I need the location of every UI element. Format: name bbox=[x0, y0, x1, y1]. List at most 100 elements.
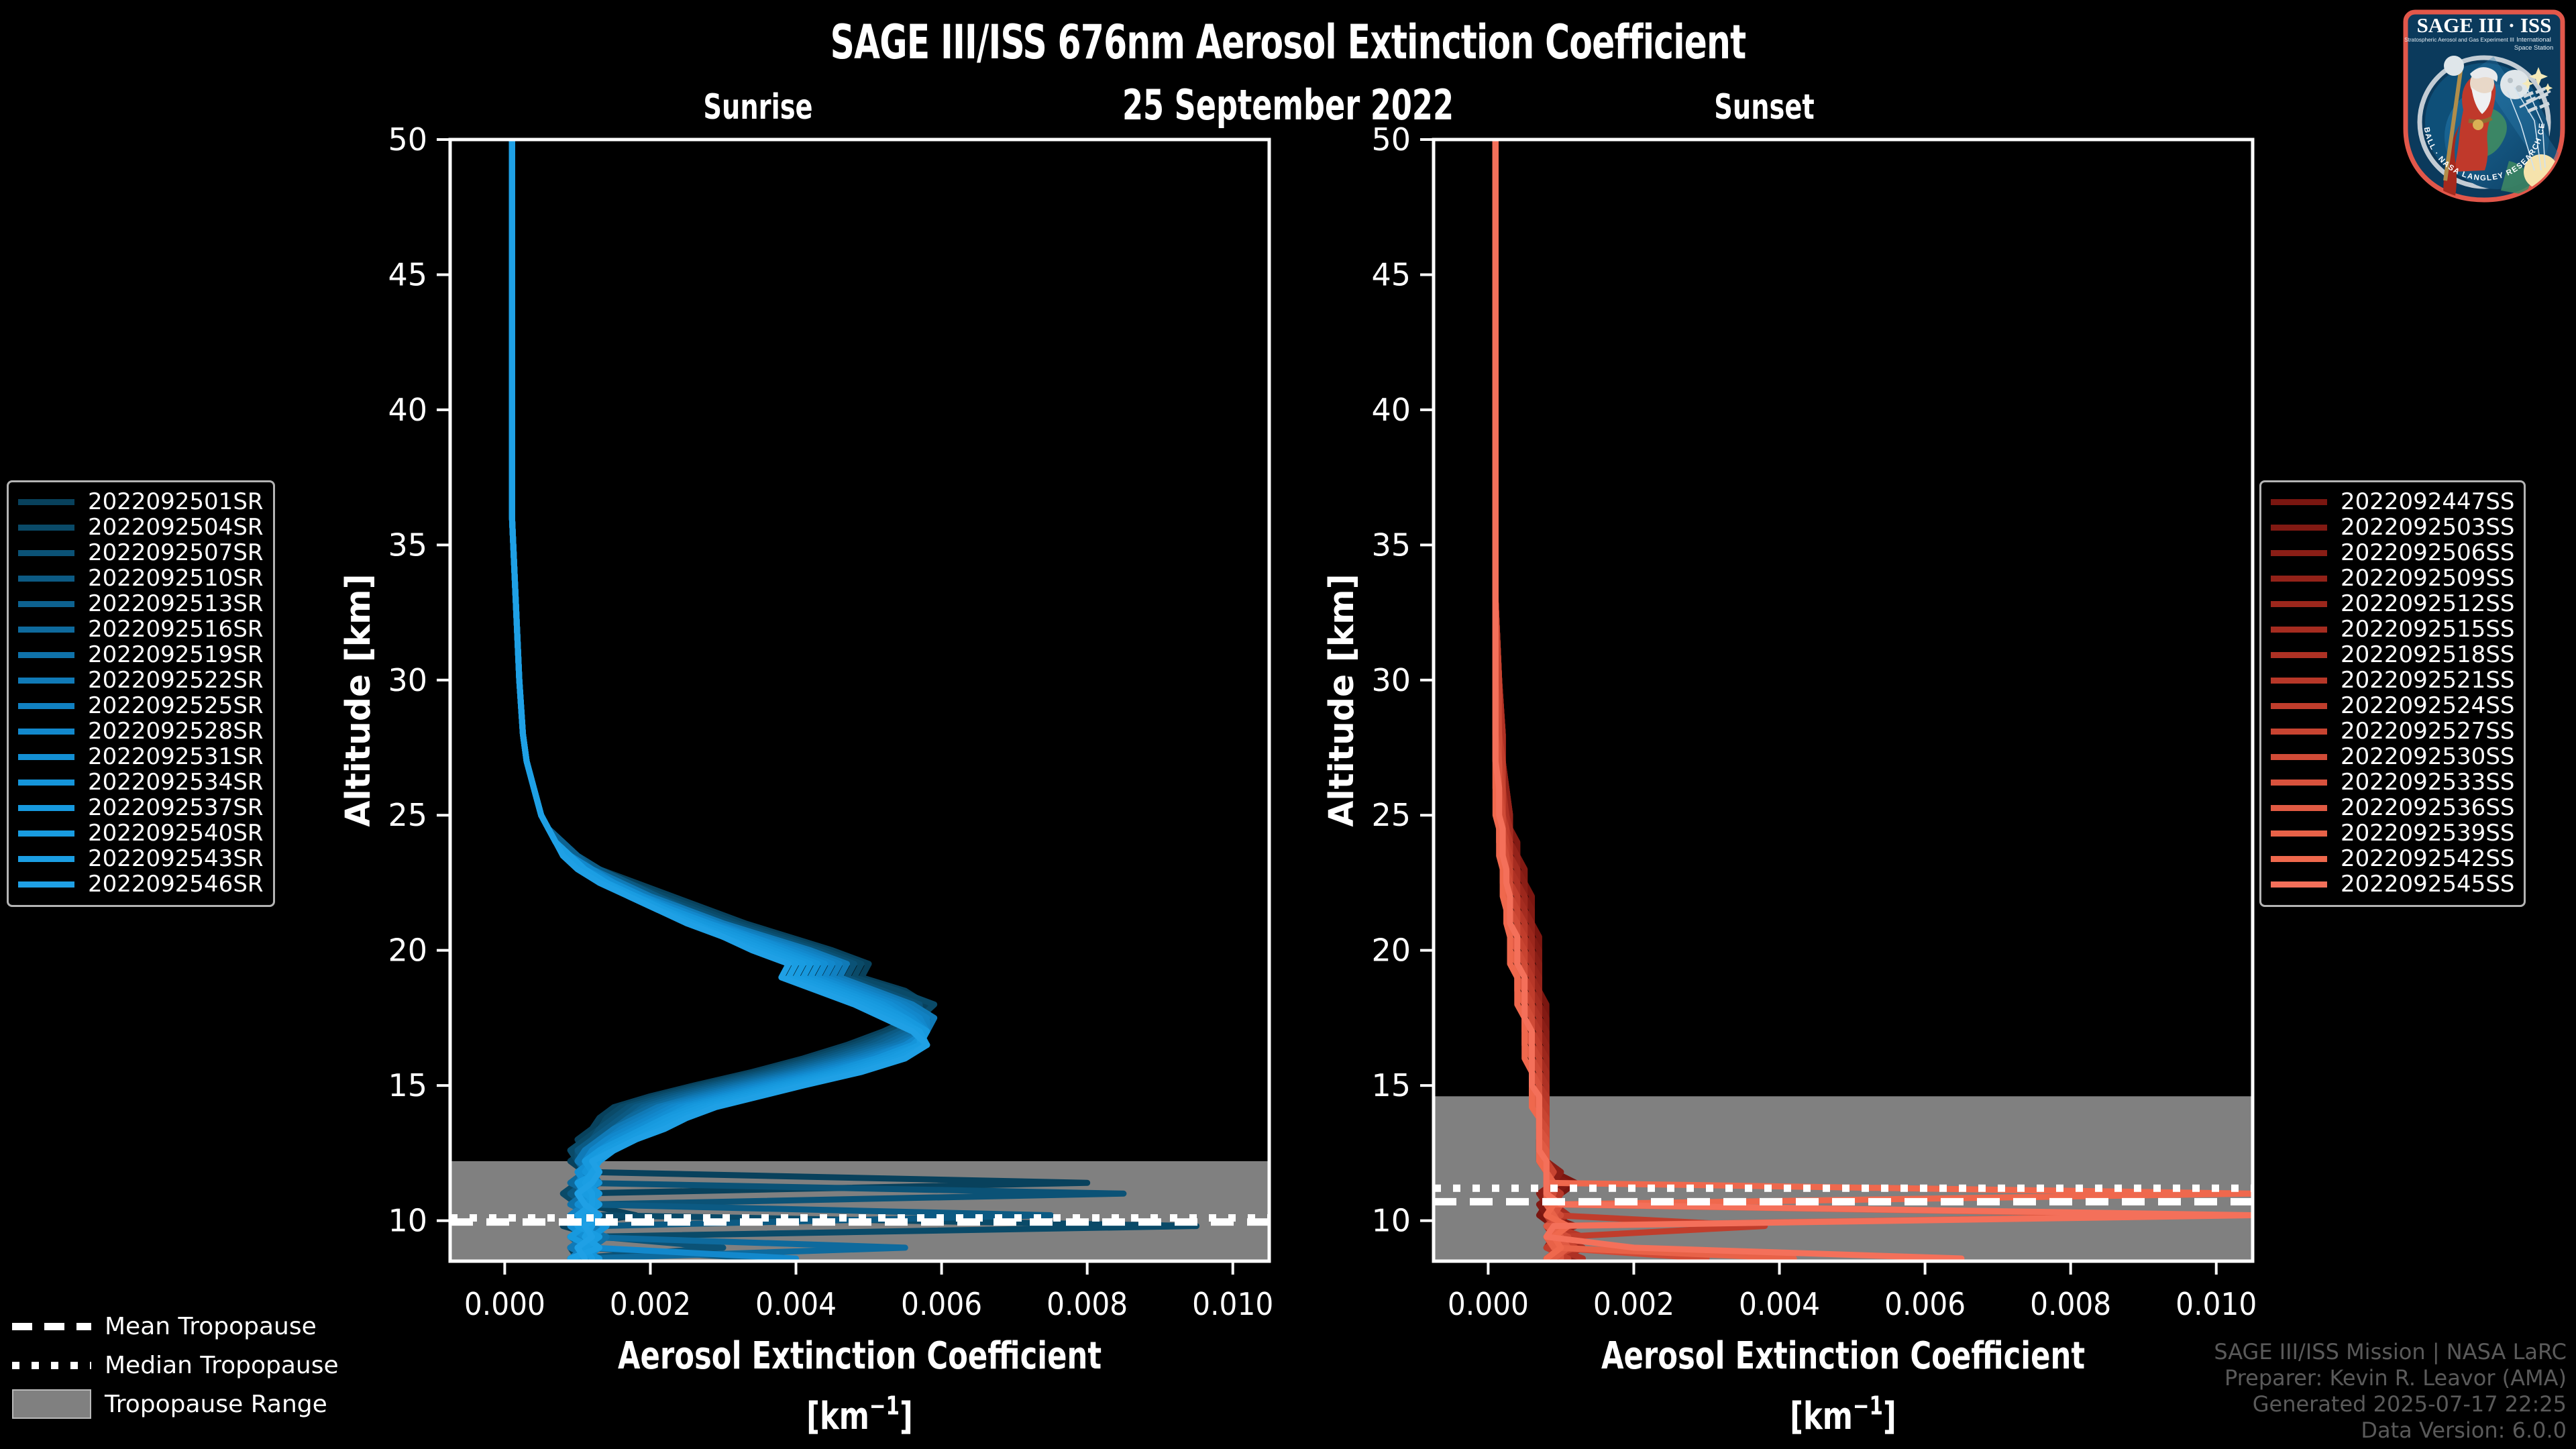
legend-event-label: 2022092506SS bbox=[2341, 539, 2515, 566]
legend-label-median: Median Tropopause bbox=[105, 1351, 339, 1379]
legend-event-label: 2022092516SR bbox=[88, 616, 264, 643]
legend-event-label: 2022092447SS bbox=[2341, 488, 2515, 515]
panel-frame bbox=[1432, 138, 2255, 1263]
y-tick-label: 20 bbox=[388, 932, 427, 969]
legend-item: 2022092519SR bbox=[18, 641, 264, 668]
legend-event-label: 2022092507SR bbox=[88, 539, 264, 566]
legend-item: 2022092531SR bbox=[18, 743, 264, 770]
legend-event-label: 2022092522SR bbox=[88, 667, 264, 694]
legend-item: 2022092521SS bbox=[2271, 667, 2515, 694]
legend-event-label: 2022092521SS bbox=[2341, 667, 2515, 694]
legend-item: 2022092510SR bbox=[18, 565, 264, 592]
y-tick-label: 50 bbox=[1371, 121, 1411, 158]
legend-color-swatch bbox=[18, 600, 88, 607]
legend-color-swatch bbox=[2271, 524, 2341, 531]
legend-item: 2022092447SS bbox=[2271, 488, 2515, 515]
legend-item: 2022092525SR bbox=[18, 692, 264, 719]
y-tick-label: 20 bbox=[1371, 932, 1411, 969]
legend-event-label: 2022092509SS bbox=[2341, 565, 2515, 592]
y-axis-title: Altitude [km] bbox=[339, 574, 378, 826]
panel-background bbox=[1434, 140, 2253, 1261]
legend-label-mean: Mean Tropopause bbox=[105, 1312, 317, 1340]
legend-event-label: 2022092524SS bbox=[2341, 692, 2515, 719]
legend-item-tropopause-range: Tropopause Range bbox=[12, 1385, 339, 1424]
credit-mission: SAGE III/ISS Mission | NASA LaRC bbox=[2214, 1338, 2567, 1364]
y-tick-label: 50 bbox=[388, 121, 427, 158]
legend-event-label: 2022092518SS bbox=[2341, 641, 2515, 668]
legend-item: 2022092533SS bbox=[2271, 769, 2515, 796]
legend-color-swatch bbox=[2271, 881, 2341, 888]
panel-sunrise bbox=[437, 138, 1271, 1275]
legend-event-label: 2022092512SS bbox=[2341, 590, 2515, 617]
legend-item: 2022092522SR bbox=[18, 667, 264, 694]
legend-color-swatch bbox=[18, 855, 88, 862]
x-tick-label: 0.002 bbox=[1593, 1287, 1674, 1322]
x-tick-label: 0.004 bbox=[755, 1287, 837, 1322]
panel-frame bbox=[448, 138, 1271, 1263]
legend-item: 2022092536SS bbox=[2271, 794, 2514, 821]
legend-item-mean-tropopause: Mean Tropopause bbox=[12, 1307, 339, 1346]
legend-event-label: 2022092501SR bbox=[88, 488, 264, 515]
legend-color-swatch bbox=[18, 881, 88, 888]
legend-color-swatch bbox=[2271, 855, 2341, 862]
legend-color-swatch bbox=[18, 804, 88, 811]
legend-event-label: 2022092527SS bbox=[2341, 718, 2515, 745]
legend-item: 2022092530SS bbox=[2271, 743, 2514, 770]
y-tick-label: 35 bbox=[1371, 527, 1411, 563]
legend-color-swatch bbox=[18, 830, 88, 837]
logo-title: SAGE III · ISS bbox=[2417, 13, 2552, 37]
date-subtitle: 25 September 2022 bbox=[1122, 80, 1454, 129]
y-tick-label: 40 bbox=[1371, 392, 1411, 428]
legend-item: 2022092546SR bbox=[18, 871, 264, 898]
legend-color-swatch bbox=[2271, 600, 2341, 607]
x-tick-label: 0.008 bbox=[2030, 1287, 2111, 1322]
legend-item: 2022092501SR bbox=[18, 488, 264, 515]
legend-event-label: 2022092525SR bbox=[88, 692, 264, 719]
legend-event-label: 2022092539SS bbox=[2341, 820, 2515, 847]
credit-data-version: Data Version: 6.0.0 bbox=[2361, 1417, 2567, 1443]
legend-item: 2022092527SS bbox=[2271, 718, 2515, 745]
y-tick-label: 25 bbox=[1371, 797, 1411, 833]
x-tick-label: 0.010 bbox=[2176, 1287, 2257, 1322]
legend-color-swatch bbox=[18, 626, 88, 633]
legend-event-label: 2022092534SR bbox=[88, 769, 264, 796]
profile-line bbox=[1492, 140, 2253, 1261]
figure-hair bbox=[2470, 67, 2498, 82]
figure-buckle bbox=[2473, 119, 2483, 130]
legend-color-swatch bbox=[2271, 830, 2341, 837]
legend-item: 2022092507SR bbox=[18, 539, 264, 566]
x-tick-label: 0.004 bbox=[1739, 1287, 1820, 1322]
iss-spacecraft bbox=[2519, 87, 2551, 113]
x-axis-title: Aerosol Extinction Coefficient bbox=[618, 1335, 1102, 1378]
legend-color-swatch bbox=[2271, 651, 2341, 658]
legend-color-swatch bbox=[2271, 728, 2341, 735]
legend-item: 2022092515SS bbox=[2271, 616, 2514, 643]
logo-subtitle-right-2: Space Station bbox=[2514, 44, 2553, 51]
staff-orb bbox=[2444, 56, 2464, 76]
legend-color-swatch bbox=[18, 524, 88, 531]
legend-event-label: 2022092533SS bbox=[2341, 769, 2515, 796]
y-tick-label: 45 bbox=[1371, 256, 1411, 292]
legend-color-swatch bbox=[18, 549, 88, 556]
series-group bbox=[1492, 140, 2253, 1261]
y-tick-label: 10 bbox=[1371, 1203, 1411, 1239]
credit-preparer: Preparer: Kevin R. Leavor (AMA) bbox=[2224, 1364, 2567, 1391]
legend-event-label: 2022092531SR bbox=[88, 743, 264, 770]
credit-generated: Generated 2025-07-17 22:25 bbox=[2252, 1391, 2567, 1417]
panel-background bbox=[450, 140, 1269, 1261]
legend-event-label: 2022092504SR bbox=[88, 514, 264, 541]
range-swatch-key bbox=[12, 1389, 91, 1419]
credit-block: SAGE III/ISS Mission | NASA LaRC Prepare… bbox=[2214, 1339, 2567, 1444]
logo-subtitle-left: Stratospheric Aerosol and Gas Experiment… bbox=[2404, 37, 2514, 43]
legend-color-swatch bbox=[18, 575, 88, 582]
legend-color-swatch bbox=[2271, 753, 2341, 760]
legend-item: 2022092537SR bbox=[18, 794, 264, 821]
y-tick-label: 10 bbox=[388, 1203, 427, 1239]
legend-item: 2022092539SS bbox=[2271, 820, 2515, 847]
legend-color-swatch bbox=[2271, 575, 2341, 582]
sage-figure bbox=[2443, 56, 2498, 197]
legend-color-swatch bbox=[18, 498, 88, 505]
legend-event-label: 2022092513SR bbox=[88, 590, 264, 617]
legend-color-swatch bbox=[2271, 498, 2341, 505]
